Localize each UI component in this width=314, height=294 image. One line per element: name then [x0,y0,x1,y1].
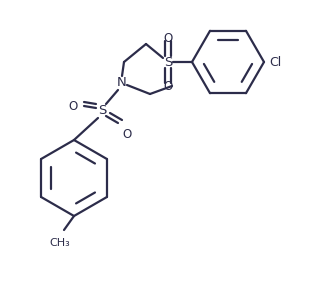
Text: N: N [117,76,127,88]
Text: S: S [164,56,172,69]
Text: CH₃: CH₃ [50,238,70,248]
Text: O: O [122,128,131,141]
Text: O: O [163,79,173,93]
Text: S: S [98,103,106,116]
Text: O: O [69,99,78,113]
Text: Cl: Cl [269,56,281,69]
Text: O: O [163,31,173,44]
